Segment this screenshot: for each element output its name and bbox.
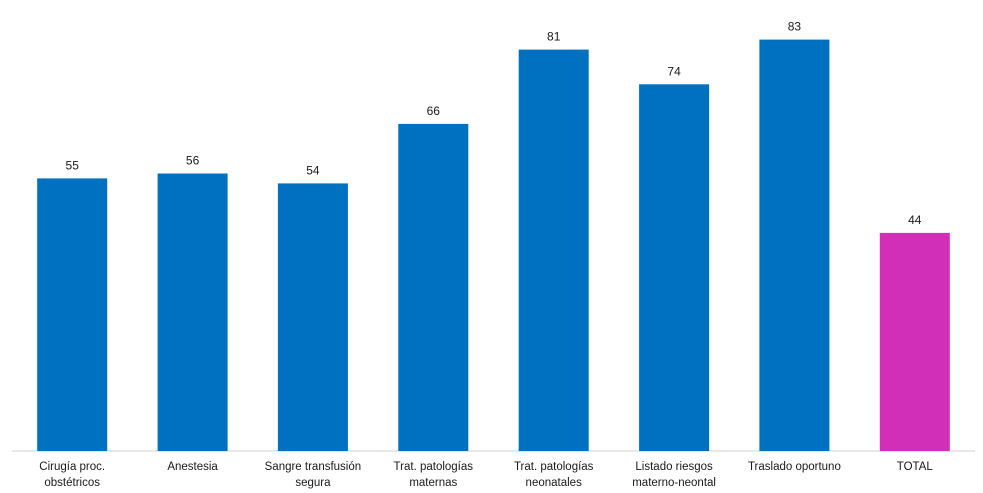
bar-4 — [518, 49, 589, 451]
value-label-5: 74 — [667, 64, 681, 78]
x-tick-label-4: Trat. patologías neonatales — [514, 461, 594, 489]
value-label-0: 55 — [66, 158, 80, 172]
value-label-2: 54 — [306, 163, 320, 177]
bar-6 — [759, 39, 830, 451]
value-label-6: 83 — [788, 20, 802, 34]
value-label-4: 81 — [547, 30, 561, 44]
x-tick-label-line: Listado riesgos — [635, 461, 713, 473]
bar-1 — [157, 173, 228, 451]
bar-0 — [37, 178, 108, 451]
x-tick-label-0: Cirugía proc. obstétricos — [39, 461, 105, 489]
x-tick-label-line: Traslado oportuno — [748, 461, 841, 473]
x-tick-label-line: Trat. patologías — [514, 461, 594, 473]
bars-group — [37, 39, 950, 452]
value-label-3: 66 — [427, 104, 441, 118]
x-tick-label-line: obstétricos — [44, 477, 100, 489]
x-tick-label-line: Cirugía proc. — [39, 461, 105, 473]
bar-7 — [879, 232, 950, 451]
bar-3 — [398, 123, 469, 452]
x-tick-label-5: Listado riesgos materno-neontal — [632, 461, 716, 489]
bar-2 — [277, 183, 348, 451]
value-label-1: 56 — [186, 154, 200, 168]
bar-5 — [639, 84, 710, 452]
tick-labels-group: Cirugía proc. obstétricos Anestesia Sangre … — [39, 461, 933, 489]
x-tick-label-3: Trat. patologías maternas — [394, 461, 474, 489]
value-labels-group: 55 56 54 66 81 74 83 44 — [66, 20, 922, 227]
x-tick-label-line: neonatales — [526, 477, 583, 489]
x-tick-label-2: Sangre transfusión segura — [265, 461, 362, 489]
x-tick-label-line: TOTAL — [897, 461, 934, 473]
x-tick-label-line: maternas — [409, 477, 457, 489]
x-tick-label-1: Anestesia — [167, 461, 218, 473]
x-tick-label-7: TOTAL — [897, 461, 934, 473]
x-tick-label-line: segura — [295, 477, 331, 489]
x-tick-label-line: Trat. patologías — [394, 461, 474, 473]
x-tick-label-line: materno-neontal — [632, 477, 716, 489]
x-tick-label-line: Sangre transfusión — [265, 461, 362, 473]
x-tick-label-line: Anestesia — [167, 461, 218, 473]
value-label-7: 44 — [908, 213, 922, 227]
x-tick-label-6: Traslado oportuno — [748, 461, 841, 473]
